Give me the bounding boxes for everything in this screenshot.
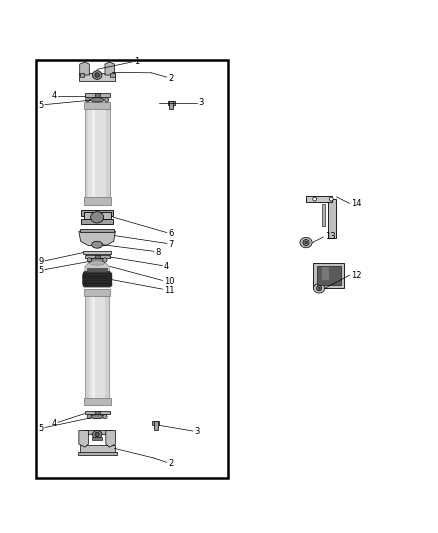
Ellipse shape — [103, 258, 107, 262]
Text: 6: 6 — [168, 229, 173, 238]
Bar — [92, 108, 95, 199]
Bar — [80, 73, 84, 77]
Bar — [80, 229, 114, 232]
Bar — [322, 204, 325, 226]
Bar — [78, 452, 117, 455]
Bar — [314, 263, 344, 288]
Polygon shape — [83, 272, 112, 287]
Ellipse shape — [303, 239, 309, 246]
Text: 4: 4 — [164, 262, 169, 271]
Bar — [85, 290, 109, 403]
Bar — [84, 197, 111, 205]
Bar — [83, 277, 112, 279]
Text: 8: 8 — [155, 248, 160, 256]
Ellipse shape — [91, 212, 104, 223]
Bar — [84, 212, 111, 223]
Ellipse shape — [95, 432, 99, 437]
Polygon shape — [85, 262, 110, 272]
Text: 9: 9 — [39, 257, 44, 266]
Bar — [84, 398, 111, 405]
Ellipse shape — [89, 261, 105, 265]
Text: 10: 10 — [164, 277, 174, 286]
Text: 11: 11 — [164, 286, 174, 295]
Ellipse shape — [90, 98, 104, 102]
Bar — [89, 293, 106, 401]
Text: 5: 5 — [39, 266, 44, 275]
Bar — [110, 73, 115, 77]
Bar — [81, 211, 113, 215]
Bar — [85, 93, 110, 97]
Bar — [83, 280, 112, 281]
Text: 1: 1 — [134, 58, 139, 67]
Text: 3: 3 — [198, 99, 204, 107]
Bar — [95, 93, 100, 97]
Ellipse shape — [92, 431, 102, 439]
Ellipse shape — [90, 415, 104, 418]
Bar — [168, 101, 175, 105]
Ellipse shape — [305, 241, 307, 244]
Ellipse shape — [87, 415, 92, 419]
Bar — [87, 268, 107, 272]
Ellipse shape — [105, 98, 109, 102]
Ellipse shape — [85, 98, 90, 102]
Ellipse shape — [313, 197, 317, 201]
Bar — [328, 199, 336, 238]
Bar — [154, 422, 158, 430]
Bar — [85, 255, 110, 257]
Bar — [83, 430, 111, 434]
Bar — [83, 275, 112, 277]
Bar — [152, 421, 159, 425]
Polygon shape — [80, 62, 89, 75]
Text: 5: 5 — [39, 101, 44, 110]
Ellipse shape — [92, 241, 102, 248]
Bar — [84, 102, 110, 109]
Bar — [95, 411, 100, 414]
Bar — [79, 73, 115, 81]
Bar — [92, 437, 102, 440]
Polygon shape — [79, 231, 116, 246]
Polygon shape — [79, 431, 88, 447]
Polygon shape — [106, 431, 116, 447]
Bar — [306, 196, 332, 202]
Bar — [83, 284, 112, 286]
Bar — [95, 255, 100, 257]
Ellipse shape — [92, 71, 102, 79]
Ellipse shape — [317, 286, 322, 291]
Ellipse shape — [300, 237, 312, 248]
Text: 5: 5 — [39, 424, 44, 433]
Ellipse shape — [329, 197, 333, 201]
Bar — [83, 282, 112, 284]
Ellipse shape — [318, 287, 320, 289]
Bar — [84, 289, 110, 296]
Text: 4: 4 — [51, 419, 57, 427]
Bar — [83, 251, 111, 254]
Text: 2: 2 — [168, 74, 173, 83]
Bar — [170, 101, 173, 109]
Text: 12: 12 — [351, 271, 361, 280]
Bar — [83, 272, 112, 274]
Ellipse shape — [95, 73, 99, 77]
Text: 3: 3 — [194, 427, 200, 437]
Bar — [80, 446, 115, 453]
Bar — [322, 266, 329, 279]
Ellipse shape — [103, 415, 107, 419]
Polygon shape — [105, 62, 115, 75]
Text: 13: 13 — [325, 232, 336, 241]
Ellipse shape — [90, 258, 104, 262]
Bar — [92, 295, 95, 399]
Bar — [88, 106, 106, 201]
Bar — [317, 265, 341, 285]
Text: 7: 7 — [168, 240, 173, 249]
Bar — [81, 220, 113, 224]
Text: 14: 14 — [351, 199, 361, 208]
Text: 2: 2 — [168, 459, 173, 468]
Bar — [85, 411, 110, 414]
Bar — [85, 103, 110, 204]
Ellipse shape — [87, 258, 92, 262]
Ellipse shape — [314, 284, 325, 293]
Text: 4: 4 — [51, 91, 57, 100]
